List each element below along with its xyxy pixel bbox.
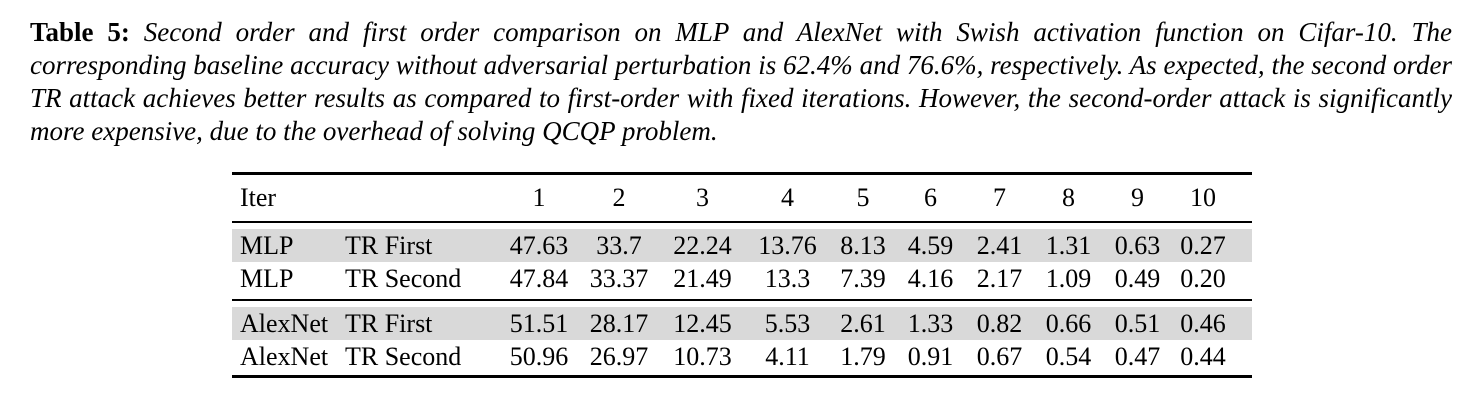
header-cell: 10 — [1190, 183, 1216, 212]
header-cell: 6 — [924, 183, 937, 212]
table-row: AlexNet TR Second 50.96 26.97 10.73 4.11 1.79 0… — [232, 340, 1252, 373]
header-cell: 8 — [1062, 183, 1075, 212]
value-cell: 0.51 — [1114, 309, 1161, 338]
value-cell: 2.61 — [840, 309, 886, 338]
header-cell: 2 — [612, 183, 626, 212]
table-row: AlexNet TR First 51.51 28.17 12.45 5.53 2.61 1.… — [232, 307, 1252, 340]
table-row: MLP TR Second 47.84 33.37 21.49 13.3 7.39 4.16 2… — [232, 262, 1252, 295]
value-cell: 0.46 — [1180, 309, 1226, 338]
table-row: MLP TR First 47.63 33.7 22.24 13.76 8.13 4.59 2.… — [232, 229, 1252, 262]
table-group-mlp: MLP TR First 47.63 33.7 22.24 13.76 8.13 4.59 2.… — [232, 229, 1252, 295]
value-cell: 0.49 — [1114, 264, 1161, 293]
value-cell: 0.20 — [1180, 264, 1226, 293]
value-cell: 2.17 — [976, 264, 1023, 293]
value-cell: 47.84 — [509, 264, 569, 293]
value-cell: 0.91 — [907, 342, 954, 371]
value-cell: 1.09 — [1045, 264, 1092, 293]
value-cell: 8.13 — [840, 231, 886, 260]
value-cell: 26.97 — [589, 342, 649, 371]
value-cell: 0.66 — [1045, 309, 1092, 338]
value-cell: 4.16 — [907, 264, 954, 293]
header-cell: 5 — [856, 183, 870, 212]
header-cell: 4 — [781, 183, 794, 212]
group-separator-rule — [232, 299, 1252, 301]
value-cell: 13.76 — [758, 231, 817, 260]
value-cell: 0.44 — [1180, 342, 1226, 371]
value-cell: 0.27 — [1180, 231, 1226, 260]
value-cell: 0.54 — [1045, 342, 1092, 371]
caption-label: Table 5: — [30, 17, 130, 47]
header-cell: 3 — [696, 183, 709, 212]
header-cell: 9 — [1131, 183, 1144, 212]
value-cell: 1.33 — [907, 309, 954, 338]
method-cell: TR Second — [345, 264, 462, 293]
bottom-rule — [232, 375, 1252, 378]
value-cell: 0.67 — [976, 342, 1023, 371]
value-cell: 51.51 — [509, 309, 569, 338]
value-cell: 22.24 — [673, 231, 732, 260]
value-cell: 10.73 — [673, 342, 732, 371]
table-caption: Table 5: Second order and first order co… — [30, 16, 1452, 148]
value-cell: 21.49 — [673, 264, 732, 293]
value-cell: 1.79 — [840, 342, 886, 371]
table-header-row: Iter 1 2 3 4 5 6 7 8 9 10 — [232, 175, 1252, 221]
value-cell: 0.47 — [1114, 342, 1161, 371]
caption-text: Second order and first order comparison … — [30, 17, 1453, 146]
value-cell: 5.53 — [764, 309, 811, 338]
value-cell: 47.63 — [509, 231, 569, 260]
header-cell: 1 — [532, 183, 546, 212]
model-cell: MLP — [240, 264, 294, 293]
header-cell: Iter — [240, 183, 277, 212]
results-table: Iter 1 2 3 4 5 6 7 8 9 10 MLP TR First 47.63 33.7 22.2… — [232, 172, 1252, 378]
method-cell: TR First — [345, 309, 433, 338]
value-cell: 33.37 — [589, 264, 649, 293]
method-cell: TR First — [345, 231, 433, 260]
value-cell: 50.96 — [509, 342, 569, 371]
value-cell: 33.7 — [596, 231, 642, 260]
value-cell: 4.59 — [907, 231, 954, 260]
value-cell: 7.39 — [840, 264, 886, 293]
value-cell: 13.3 — [764, 264, 811, 293]
value-cell: 28.17 — [589, 309, 649, 338]
value-cell: 4.11 — [765, 342, 810, 371]
value-cell: 1.31 — [1045, 231, 1092, 260]
table-group-alexnet: AlexNet TR First 51.51 28.17 12.45 5.53 2.61 1.… — [232, 307, 1252, 373]
model-cell: AlexNet — [240, 309, 329, 338]
header-rule — [232, 221, 1252, 223]
value-cell: 0.63 — [1114, 231, 1161, 260]
header-cell: 7 — [993, 183, 1006, 212]
model-cell: MLP — [240, 231, 294, 260]
model-cell: AlexNet — [240, 342, 329, 371]
value-cell: 12.45 — [673, 309, 732, 338]
top-rule — [232, 172, 1252, 175]
method-cell: TR Second — [345, 342, 462, 371]
value-cell: 2.41 — [976, 231, 1023, 260]
value-cell: 0.82 — [976, 309, 1023, 338]
